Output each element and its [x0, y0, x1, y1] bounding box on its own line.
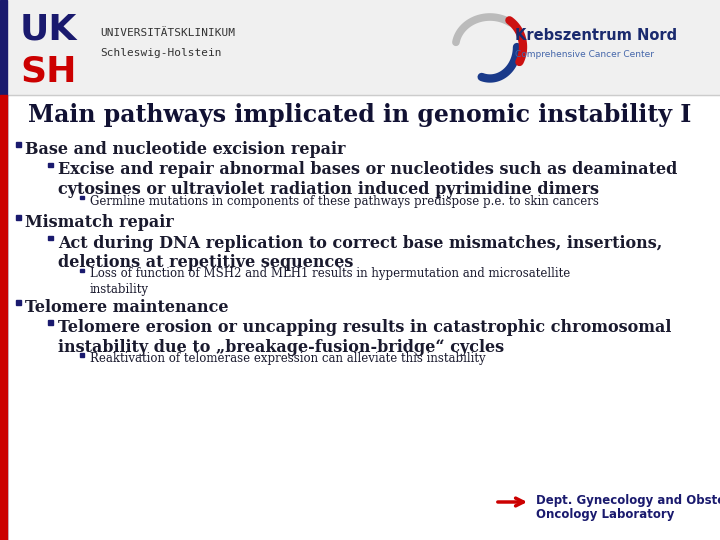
Bar	[48, 235, 53, 240]
Text: Act during DNA replication to correct base mismatches, insertions,
deletions at : Act during DNA replication to correct ba…	[58, 234, 662, 271]
Bar	[80, 353, 84, 356]
Bar	[16, 215, 21, 220]
Text: Excise and repair abnormal bases or nucleotides such as deaminated
cytosines or : Excise and repair abnormal bases or nucl…	[58, 161, 678, 198]
Text: Germline mutations in components of these pathways predispose p.e. to skin cance: Germline mutations in components of thes…	[90, 194, 599, 207]
Text: Krebszentrum Nord: Krebszentrum Nord	[515, 28, 677, 43]
Bar	[7, 0, 720, 95]
Bar	[48, 320, 53, 325]
Text: UNIVERSITÄTSKLINIKUM: UNIVERSITÄTSKLINIKUM	[100, 28, 235, 38]
Bar	[16, 300, 21, 305]
Text: Telomere erosion or uncapping results in catastrophic chromosomal
instability du: Telomere erosion or uncapping results in…	[58, 319, 671, 356]
Text: Comprehensive Cancer Center: Comprehensive Cancer Center	[515, 50, 654, 59]
Bar	[80, 195, 84, 199]
Bar	[0, 95, 7, 540]
Bar	[48, 163, 53, 167]
Text: Schleswig-Holstein: Schleswig-Holstein	[100, 48, 222, 58]
Bar	[80, 268, 84, 272]
Text: Telomere maintenance: Telomere maintenance	[25, 299, 228, 315]
Text: Base and nucleotide excision repair: Base and nucleotide excision repair	[25, 141, 346, 158]
Text: Oncology Laboratory: Oncology Laboratory	[536, 508, 675, 521]
Text: Mismatch repair: Mismatch repair	[25, 214, 174, 231]
Bar	[0, 0, 7, 540]
Text: Loss of function of MSH2 and MLH1 results in hypermutation and microsatellite
in: Loss of function of MSH2 and MLH1 result…	[90, 267, 570, 295]
Bar	[16, 142, 21, 147]
Text: Main pathways implicated in genomic instability I: Main pathways implicated in genomic inst…	[28, 103, 692, 127]
Text: Reaktivation of telomerase expression can alleviate this instability: Reaktivation of telomerase expression ca…	[90, 352, 485, 365]
Text: UK: UK	[20, 12, 77, 46]
Text: SH: SH	[20, 55, 76, 89]
Text: Dept. Gynecology and Obstetrics: Dept. Gynecology and Obstetrics	[536, 494, 720, 507]
